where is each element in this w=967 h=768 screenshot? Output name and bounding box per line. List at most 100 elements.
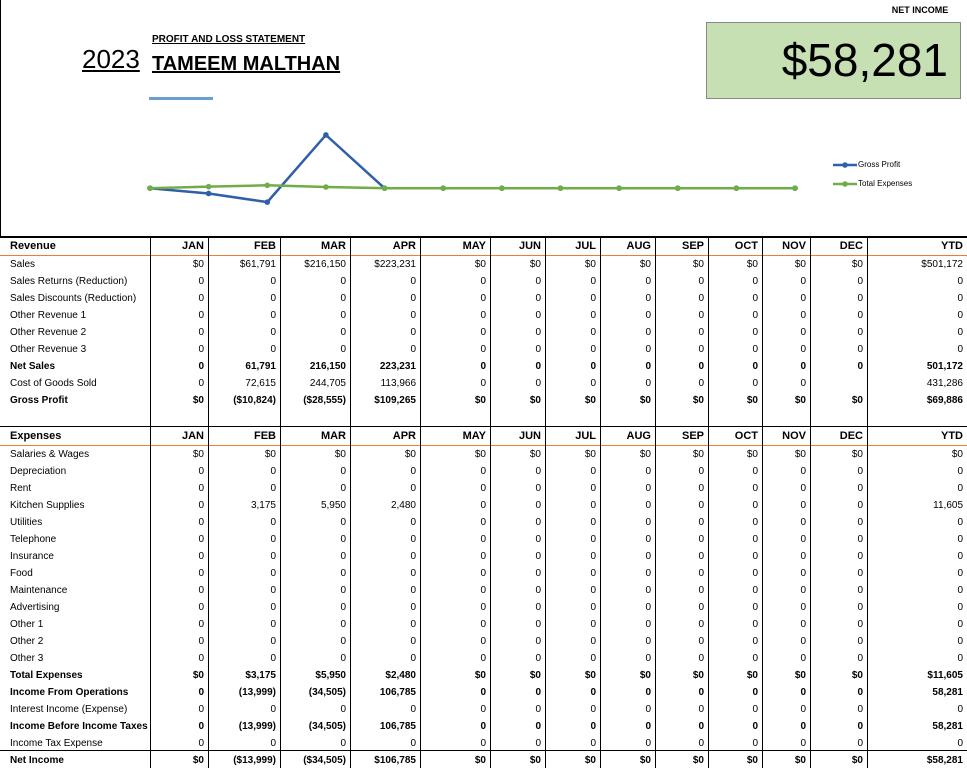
column-header: FEB bbox=[254, 430, 276, 442]
cell: 0 bbox=[645, 738, 651, 749]
border bbox=[0, 0, 1, 237]
cell: 0 bbox=[698, 738, 704, 749]
column-header: MAY bbox=[462, 430, 486, 442]
row-label: Income Tax Expense bbox=[10, 738, 103, 749]
cell: 0 bbox=[857, 310, 863, 321]
column-border bbox=[280, 237, 281, 768]
cell: 106,785 bbox=[379, 721, 416, 732]
cell: (34,505) bbox=[308, 721, 346, 732]
cell: $0 bbox=[192, 395, 204, 406]
cell: 0 bbox=[752, 344, 758, 355]
cell: 0 bbox=[957, 738, 963, 749]
cell: 0 bbox=[752, 327, 758, 338]
column-border bbox=[762, 237, 763, 768]
cell: $0 bbox=[474, 449, 486, 460]
cell: $3,175 bbox=[245, 670, 276, 681]
column-header: JAN bbox=[181, 430, 204, 442]
cell: 0 bbox=[752, 534, 758, 545]
cell: $0 bbox=[746, 395, 758, 406]
row-label: Sales Returns (Reduction) bbox=[10, 276, 128, 287]
cell: $0 bbox=[404, 449, 416, 460]
cell: 0 bbox=[535, 378, 541, 389]
cell: 0 bbox=[410, 276, 416, 287]
cell: 0 bbox=[857, 721, 863, 732]
cell: $0 bbox=[529, 755, 541, 766]
point bbox=[264, 199, 271, 205]
cell: ($34,505) bbox=[303, 755, 346, 766]
cell: 0 bbox=[535, 466, 541, 477]
cell: 0 bbox=[752, 483, 758, 494]
cell: 0 bbox=[752, 602, 758, 613]
cell: 0 bbox=[535, 653, 541, 664]
cell: 0 bbox=[698, 276, 704, 287]
cell: 0 bbox=[480, 534, 486, 545]
cell: 0 bbox=[857, 687, 863, 698]
cell: 0 bbox=[645, 653, 651, 664]
cell: 0 bbox=[800, 466, 806, 477]
cell: 0 bbox=[800, 361, 806, 372]
cell: 223,231 bbox=[379, 361, 416, 372]
cell: 0 bbox=[800, 653, 806, 664]
cell: 0 bbox=[340, 619, 346, 630]
cell: 0 bbox=[270, 602, 276, 613]
row-label: Food bbox=[10, 568, 33, 579]
cell: $0 bbox=[264, 449, 276, 460]
cell: (13,999) bbox=[238, 687, 276, 698]
cell: 0 bbox=[698, 619, 704, 630]
cell: $0 bbox=[529, 395, 541, 406]
cell: 0 bbox=[857, 466, 863, 477]
column-border bbox=[420, 237, 421, 768]
cell: 0 bbox=[535, 568, 541, 579]
legend-swatch bbox=[842, 181, 848, 187]
point bbox=[381, 185, 388, 192]
cell: 0 bbox=[698, 483, 704, 494]
cell: 0 bbox=[410, 568, 416, 579]
cell: ($13,999) bbox=[233, 755, 276, 766]
column-border bbox=[655, 237, 656, 768]
point bbox=[323, 132, 329, 138]
cell: $0 bbox=[794, 395, 806, 406]
cell: 0 bbox=[480, 500, 486, 511]
cell: 0 bbox=[698, 687, 704, 698]
cell: 0 bbox=[590, 704, 596, 715]
cell: 0 bbox=[590, 361, 596, 372]
cell: 0 bbox=[752, 500, 758, 511]
cell: 0 bbox=[535, 517, 541, 528]
cell: 0 bbox=[752, 361, 758, 372]
cell: 0 bbox=[198, 687, 204, 698]
cell: $0 bbox=[192, 449, 204, 460]
cell: 0 bbox=[752, 721, 758, 732]
cell: 0 bbox=[590, 568, 596, 579]
cell: 0 bbox=[645, 483, 651, 494]
cell: 0 bbox=[270, 310, 276, 321]
cell: 0 bbox=[410, 327, 416, 338]
cell: 0 bbox=[752, 293, 758, 304]
cell: 0 bbox=[410, 738, 416, 749]
cell: 0 bbox=[590, 517, 596, 528]
column-header: APR bbox=[392, 240, 416, 252]
row-label: Other 1 bbox=[10, 619, 44, 630]
cell: 0 bbox=[535, 551, 541, 562]
cell: 0 bbox=[752, 310, 758, 321]
cell: 0 bbox=[698, 534, 704, 545]
cell: 0 bbox=[698, 551, 704, 562]
cell: 0 bbox=[480, 551, 486, 562]
cell: $0 bbox=[794, 670, 806, 681]
column-header: AUG bbox=[626, 430, 651, 442]
cell: 0 bbox=[480, 517, 486, 528]
row-label: Net Sales bbox=[10, 361, 56, 372]
column-header: OCT bbox=[734, 240, 758, 252]
cell: $0 bbox=[692, 449, 704, 460]
cell: 0 bbox=[410, 636, 416, 647]
cell: 0 bbox=[590, 619, 596, 630]
cell: $0 bbox=[692, 670, 704, 681]
column-header: NOV bbox=[782, 430, 806, 442]
cell: 0 bbox=[590, 310, 596, 321]
cell: 0 bbox=[800, 378, 806, 389]
cell: 0 bbox=[270, 483, 276, 494]
row-label: Kitchen Supplies bbox=[10, 500, 85, 511]
cell: 0 bbox=[270, 327, 276, 338]
cell: 0 bbox=[957, 704, 963, 715]
subtitle: PROFIT AND LOSS STATEMENT bbox=[152, 34, 306, 45]
cell: 0 bbox=[957, 483, 963, 494]
